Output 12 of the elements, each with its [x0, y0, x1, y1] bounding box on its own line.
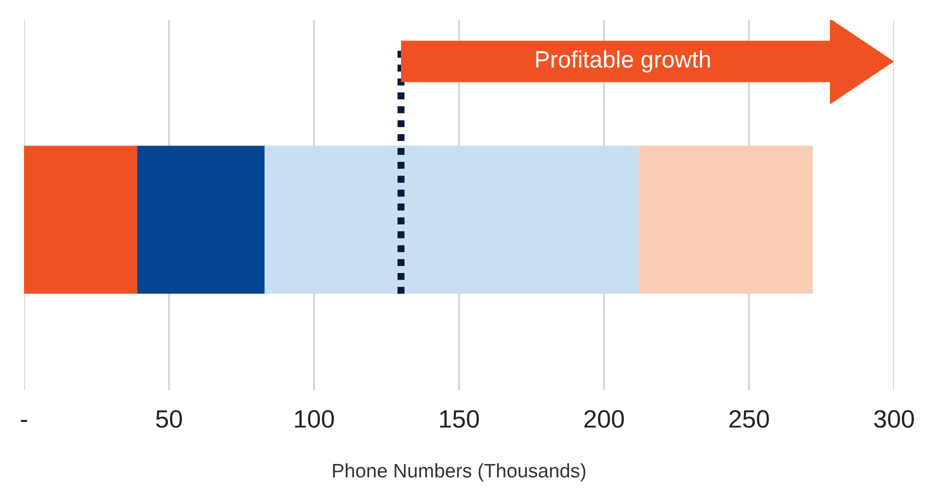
- x-tick-label: 300: [874, 410, 914, 428]
- annotation: Profitable growth: [536, 50, 710, 72]
- bar: [24, 146, 138, 294]
- x-tick-label: 100: [295, 410, 334, 428]
- x-tick-label: 150: [440, 410, 479, 428]
- x-axis-title: Phone Numbers (Thousands): [333, 463, 586, 482]
- x-tick-label: 200: [584, 410, 624, 428]
- x-tick-label: -: [20, 420, 28, 422]
- x-tick-label: 50: [156, 410, 182, 428]
- bar: [137, 146, 265, 294]
- bar: [638, 146, 813, 294]
- x-tick-label: 250: [729, 410, 769, 428]
